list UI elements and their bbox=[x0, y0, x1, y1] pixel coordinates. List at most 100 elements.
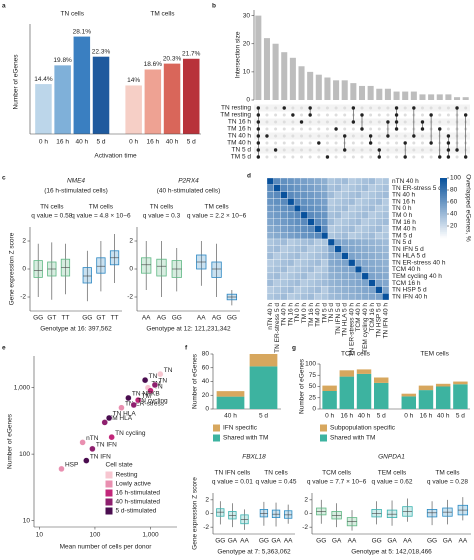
heatmap-cell bbox=[327, 184, 335, 192]
colorbar-tick-label: 80 bbox=[450, 187, 458, 194]
matrix-dot-empty bbox=[351, 134, 355, 138]
legend-label: Subpopulation specific bbox=[330, 425, 396, 432]
set-dot bbox=[368, 141, 373, 145]
heatmap-cell bbox=[334, 177, 342, 185]
row-label: TN ER-stress 5 d bbox=[392, 185, 442, 192]
heatmap-cell bbox=[368, 265, 376, 274]
bar bbox=[307, 71, 314, 100]
x-tick-label: TT bbox=[111, 315, 119, 322]
x-tick-label: 0 h bbox=[129, 139, 138, 146]
x-tick-label: GG bbox=[172, 315, 182, 322]
matrix-dot-empty bbox=[446, 106, 450, 110]
box bbox=[156, 258, 167, 277]
heatmap-cell bbox=[361, 184, 369, 192]
matrix-dot-empty bbox=[351, 127, 355, 131]
heatmap-cell bbox=[314, 293, 322, 301]
y-tick-label: 75 bbox=[309, 372, 317, 379]
y-tick-label: 0 bbox=[22, 266, 26, 273]
heatmap-cell bbox=[368, 252, 376, 260]
matrix-dot-empty bbox=[291, 141, 295, 145]
set-dot bbox=[412, 134, 416, 138]
heatmap-cell bbox=[368, 286, 376, 294]
heatmap-cell bbox=[321, 198, 329, 206]
heatmap-cell bbox=[280, 245, 288, 253]
heatmap-cell bbox=[293, 265, 302, 274]
heatmap-cell bbox=[375, 245, 383, 253]
x-tick-label: GG bbox=[427, 538, 437, 545]
heatmap-cell bbox=[354, 232, 363, 240]
heatmap-cell bbox=[314, 252, 322, 260]
y-tick-label: 20 bbox=[243, 40, 251, 47]
set-dot bbox=[429, 113, 433, 117]
heatmap-cell bbox=[348, 252, 356, 260]
y-tick-label: 2 bbox=[205, 497, 209, 504]
heatmap-cell bbox=[300, 259, 308, 267]
heatmap-cell bbox=[354, 259, 363, 267]
bar-segment bbox=[339, 370, 355, 377]
x-tick-label: AA bbox=[284, 538, 293, 545]
point-label: TN cycling bbox=[137, 398, 168, 405]
group-label: TEM cells bbox=[378, 470, 407, 477]
matrix-dot-empty bbox=[300, 148, 304, 152]
heatmap-cell bbox=[321, 184, 329, 192]
heatmap-cell bbox=[334, 265, 342, 274]
matrix-dot-empty bbox=[265, 113, 269, 117]
column-label: TN IFN 5 d bbox=[335, 303, 342, 335]
bar bbox=[428, 94, 435, 100]
set-dot bbox=[256, 148, 261, 152]
value-label: 22.3% bbox=[92, 48, 111, 55]
matrix-dot-empty bbox=[386, 113, 390, 117]
bar bbox=[54, 65, 71, 134]
value-label: 21.7% bbox=[182, 50, 201, 57]
heatmap-cell bbox=[382, 211, 390, 219]
heatmap-cell bbox=[348, 204, 356, 213]
heatmap-cell bbox=[266, 265, 274, 274]
heatmap-cell bbox=[266, 204, 274, 213]
set-dot bbox=[256, 155, 261, 159]
heatmap-cell bbox=[375, 265, 383, 274]
matrix-dot-empty bbox=[291, 148, 295, 152]
heatmap-cell bbox=[341, 225, 349, 233]
heatmap-cell bbox=[300, 265, 308, 274]
x-axis-label: Mean number of cells per donor bbox=[60, 544, 153, 551]
heatmap-cell bbox=[341, 177, 349, 185]
legend-swatch bbox=[320, 424, 327, 432]
matrix-dot-empty bbox=[274, 106, 278, 110]
heatmap-cell bbox=[368, 204, 376, 213]
y-axis-label: Number of eGenes bbox=[7, 413, 14, 469]
matrix-dot-empty bbox=[351, 155, 355, 159]
matrix-dot-empty bbox=[334, 148, 338, 152]
heatmap-cell bbox=[341, 293, 349, 301]
matrix-dot-empty bbox=[291, 120, 295, 124]
matrix-dot-empty bbox=[420, 148, 424, 152]
heatmap-cell bbox=[334, 245, 342, 253]
heatmap-cell bbox=[314, 218, 322, 226]
set-dot bbox=[394, 120, 399, 124]
matrix-dot-empty bbox=[282, 141, 286, 145]
panel-label: b bbox=[212, 3, 216, 10]
heatmap-cell bbox=[280, 238, 288, 246]
point bbox=[125, 394, 132, 402]
heatmap-cell bbox=[361, 232, 369, 240]
heatmap-cell bbox=[287, 225, 295, 233]
heatmap-cell bbox=[307, 211, 315, 219]
point bbox=[157, 370, 164, 378]
heatmap-cell bbox=[280, 232, 288, 240]
set-dot bbox=[360, 113, 364, 117]
bar-segment bbox=[339, 376, 355, 409]
matrix-dot-empty bbox=[308, 141, 312, 145]
heatmap-cell bbox=[348, 293, 356, 301]
legend-label: IFN specific bbox=[223, 425, 258, 432]
heatmap-cell bbox=[287, 238, 295, 246]
column-label: TCM 40 h bbox=[355, 303, 362, 332]
heatmap-cell bbox=[287, 265, 295, 274]
heatmap-cell bbox=[382, 272, 390, 280]
x-tick-label: 40 h bbox=[224, 413, 237, 420]
matrix-dot-empty bbox=[403, 106, 407, 110]
box bbox=[96, 257, 106, 274]
set-label: TM 5 d bbox=[231, 154, 252, 161]
matrix-dot-empty bbox=[308, 148, 312, 152]
colorbar-step bbox=[440, 206, 447, 209]
heatmap-cell bbox=[341, 259, 349, 267]
x-tick-label: 16 h bbox=[56, 139, 69, 146]
